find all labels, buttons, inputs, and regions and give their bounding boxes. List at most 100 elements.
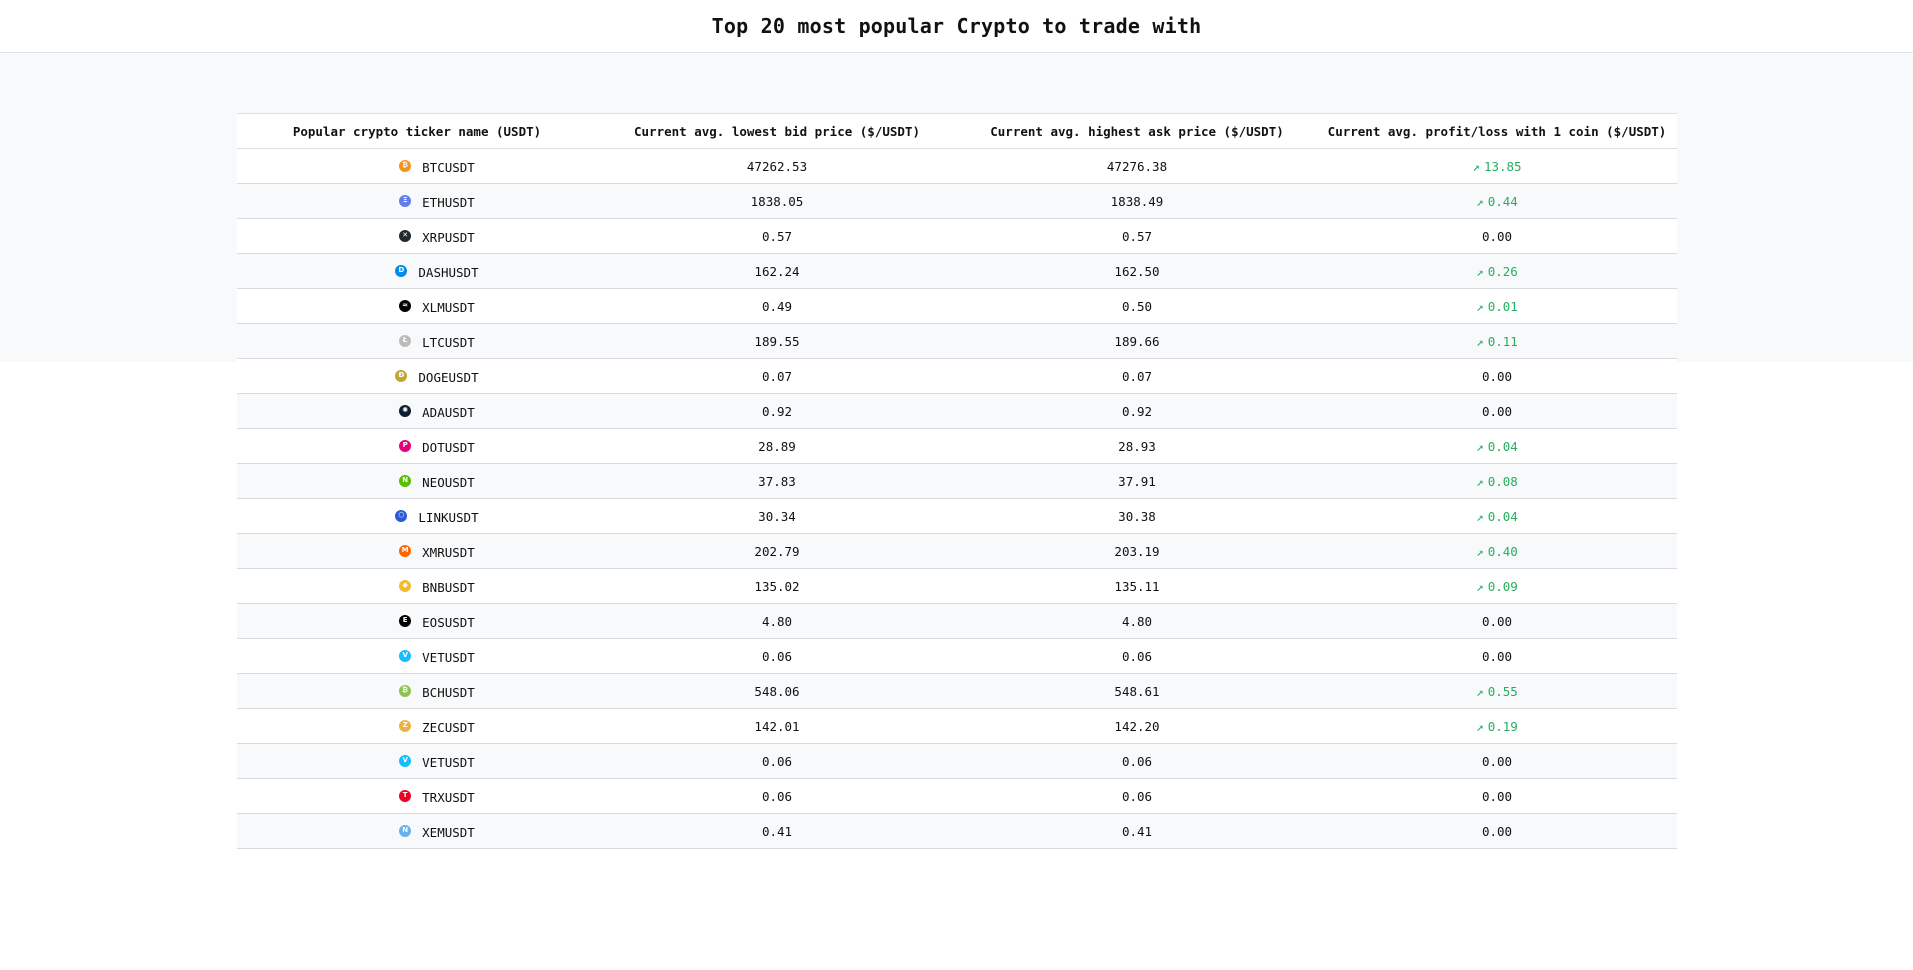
column-header-bid[interactable]: Current avg. lowest bid price ($/USDT) — [634, 123, 920, 139]
profit-value: 0.08 — [1487, 473, 1518, 489]
bid-price-cell: 548.06 — [754, 683, 800, 699]
trend-up-arrow-icon: ↗ — [1476, 263, 1484, 279]
profit-cell: ↗ 0.44 — [1317, 184, 1677, 219]
table-row[interactable]: Ł LTCUSDT 189.55 189.66 ↗ 0.11 — [237, 323, 1677, 359]
neo-icon: N — [399, 474, 412, 487]
bid-price-cell: 142.01 — [754, 718, 800, 734]
table-row[interactable]: Ð DOGEUSDT 0.07 0.07 0.00 — [237, 358, 1677, 394]
bid-price-cell: 135.02 — [754, 578, 800, 594]
ticker-name: ADAUSDT — [422, 405, 475, 420]
table-row[interactable]: D DASHUSDT 162.24 162.50 ↗ 0.26 — [237, 253, 1677, 289]
ticker-cell: ≈ XLMUSDT — [237, 289, 597, 324]
stellar-icon: ≈ — [399, 299, 412, 312]
profit-cell: 0.00 — [1317, 744, 1677, 779]
profit-cell: ↗ 0.19 — [1317, 709, 1677, 744]
table-row[interactable]: V VETUSDT 0.06 0.06 0.00 — [237, 638, 1677, 674]
profit-value: 0.09 — [1487, 578, 1518, 594]
table-row[interactable]: ≈ XLMUSDT 0.49 0.50 ↗ 0.01 — [237, 288, 1677, 324]
bitcoin-icon: ₿ — [399, 159, 412, 172]
profit-value: 0.19 — [1487, 718, 1518, 734]
table-header: Popular crypto ticker name (USDT) Curren… — [237, 113, 1677, 149]
table-row[interactable]: ✺ ADAUSDT 0.92 0.92 0.00 — [237, 393, 1677, 429]
table-row[interactable]: M XMRUSDT 202.79 203.19 ↗ 0.40 — [237, 533, 1677, 569]
trend-up-arrow-icon: ↗ — [1476, 438, 1484, 454]
ask-price-cell: 135.11 — [1114, 578, 1160, 594]
profit-value: 0.00 — [1481, 228, 1513, 244]
ask-price-cell: 0.07 — [1121, 368, 1153, 384]
bnb-icon: ◆ — [399, 579, 412, 592]
bid-price-cell: 189.55 — [754, 333, 800, 349]
profit-cell: ↗ 0.40 — [1317, 534, 1677, 569]
bid-price-cell: 162.24 — [754, 263, 800, 279]
profit-value: 0.26 — [1487, 263, 1518, 279]
ticker-cell: ₿ BTCUSDT — [237, 149, 597, 184]
table-row[interactable]: V VETUSDT 0.06 0.06 0.00 — [237, 743, 1677, 779]
table-row[interactable]: Z ZECUSDT 142.01 142.20 ↗ 0.19 — [237, 708, 1677, 744]
ticker-cell: D DASHUSDT — [237, 254, 597, 289]
ticker-wrap: E EOSUSDT — [399, 614, 475, 630]
vechain-icon: V — [399, 754, 412, 767]
ticker-name: DOTUSDT — [422, 440, 475, 455]
profit-value: 0.00 — [1481, 823, 1513, 839]
table-row[interactable]: ⬡ LINKUSDT 30.34 30.38 ↗ 0.04 — [237, 498, 1677, 534]
ticker-cell: ✕ XRPUSDT — [237, 219, 597, 254]
ask-price-cell: 0.06 — [1121, 753, 1153, 769]
ticker-name: DASHUSDT — [418, 265, 479, 280]
column-header-ask[interactable]: Current avg. highest ask price ($/USDT) — [990, 123, 1284, 139]
ticker-wrap: P DOTUSDT — [399, 439, 475, 455]
table-row[interactable]: N NEOUSDT 37.83 37.91 ↗ 0.08 — [237, 463, 1677, 499]
dogecoin-icon: Ð — [395, 369, 408, 382]
table-row[interactable]: Ξ ETHUSDT 1838.05 1838.49 ↗ 0.44 — [237, 183, 1677, 219]
litecoin-icon: Ł — [399, 334, 412, 347]
crypto-table-container: Popular crypto ticker name (USDT) Curren… — [237, 113, 1677, 849]
trend-up-arrow-icon: ↗ — [1476, 473, 1484, 489]
table-row[interactable]: ✕ XRPUSDT 0.57 0.57 0.00 — [237, 218, 1677, 254]
bid-price-cell: 0.06 — [761, 648, 793, 664]
ticker-wrap: ₿ BTCUSDT — [399, 159, 475, 175]
chainlink-icon: ⬡ — [395, 509, 408, 522]
ask-price-cell: 30.38 — [1118, 508, 1156, 524]
ask-price-cell: 0.57 — [1121, 228, 1153, 244]
profit-cell: ↗ 0.04 — [1317, 429, 1677, 464]
column-header-profit[interactable]: Current avg. profit/loss with 1 coin ($/… — [1327, 123, 1667, 139]
ticker-name: ETHUSDT — [422, 195, 475, 210]
ticker-name: XEMUSDT — [422, 825, 475, 840]
bid-price-cell: 0.07 — [761, 368, 793, 384]
profit-value: 0.00 — [1481, 403, 1513, 419]
ticker-wrap: Ð DOGEUSDT — [395, 369, 479, 385]
table-row[interactable]: E EOSUSDT 4.80 4.80 0.00 — [237, 603, 1677, 639]
ticker-wrap: M XMRUSDT — [399, 544, 475, 560]
ticker-wrap: T TRXUSDT — [399, 789, 475, 805]
table-row[interactable]: ◆ BNBUSDT 135.02 135.11 ↗ 0.09 — [237, 568, 1677, 604]
table-header-row: Popular crypto ticker name (USDT) Curren… — [237, 113, 1677, 149]
table-row[interactable]: T TRXUSDT 0.06 0.06 0.00 — [237, 778, 1677, 814]
profit-cell: ↗ 0.01 — [1317, 289, 1677, 324]
ticker-name: VETUSDT — [422, 755, 475, 770]
ticker-cell: T TRXUSDT — [237, 779, 597, 814]
ask-price-cell: 0.50 — [1121, 298, 1153, 314]
profit-cell: 0.00 — [1317, 639, 1677, 674]
trend-up-arrow-icon: ↗ — [1476, 578, 1484, 594]
ticker-cell: Ł LTCUSDT — [237, 324, 597, 359]
table-row[interactable]: ₿ BTCUSDT 47262.53 47276.38 ↗ 13.85 — [237, 148, 1677, 184]
column-header-ticker[interactable]: Popular crypto ticker name (USDT) — [292, 123, 542, 139]
ticker-name: LINKUSDT — [418, 510, 479, 525]
bid-price-cell: 4.80 — [761, 613, 793, 629]
ticker-wrap: ₿ BCHUSDT — [399, 684, 475, 700]
dash-icon: D — [395, 264, 408, 277]
ticker-wrap: N NEOUSDT — [399, 474, 475, 490]
ticker-wrap: ✺ ADAUSDT — [399, 404, 475, 420]
table-row[interactable]: P DOTUSDT 28.89 28.93 ↗ 0.04 — [237, 428, 1677, 464]
table-row[interactable]: N XEMUSDT 0.41 0.41 0.00 — [237, 813, 1677, 849]
table-row[interactable]: ₿ BCHUSDT 548.06 548.61 ↗ 0.55 — [237, 673, 1677, 709]
ticker-name: XRPUSDT — [422, 230, 475, 245]
profit-cell: ↗ 0.11 — [1317, 324, 1677, 359]
ask-price-cell: 0.06 — [1121, 648, 1153, 664]
ticker-name: BNBUSDT — [422, 580, 475, 595]
ticker-name: BTCUSDT — [422, 160, 475, 175]
ticker-wrap: Z ZECUSDT — [399, 719, 475, 735]
profit-value: 0.40 — [1487, 543, 1518, 559]
ask-price-cell: 142.20 — [1114, 718, 1160, 734]
ticker-cell: N NEOUSDT — [237, 464, 597, 499]
trend-up-arrow-icon: ↗ — [1476, 298, 1484, 314]
